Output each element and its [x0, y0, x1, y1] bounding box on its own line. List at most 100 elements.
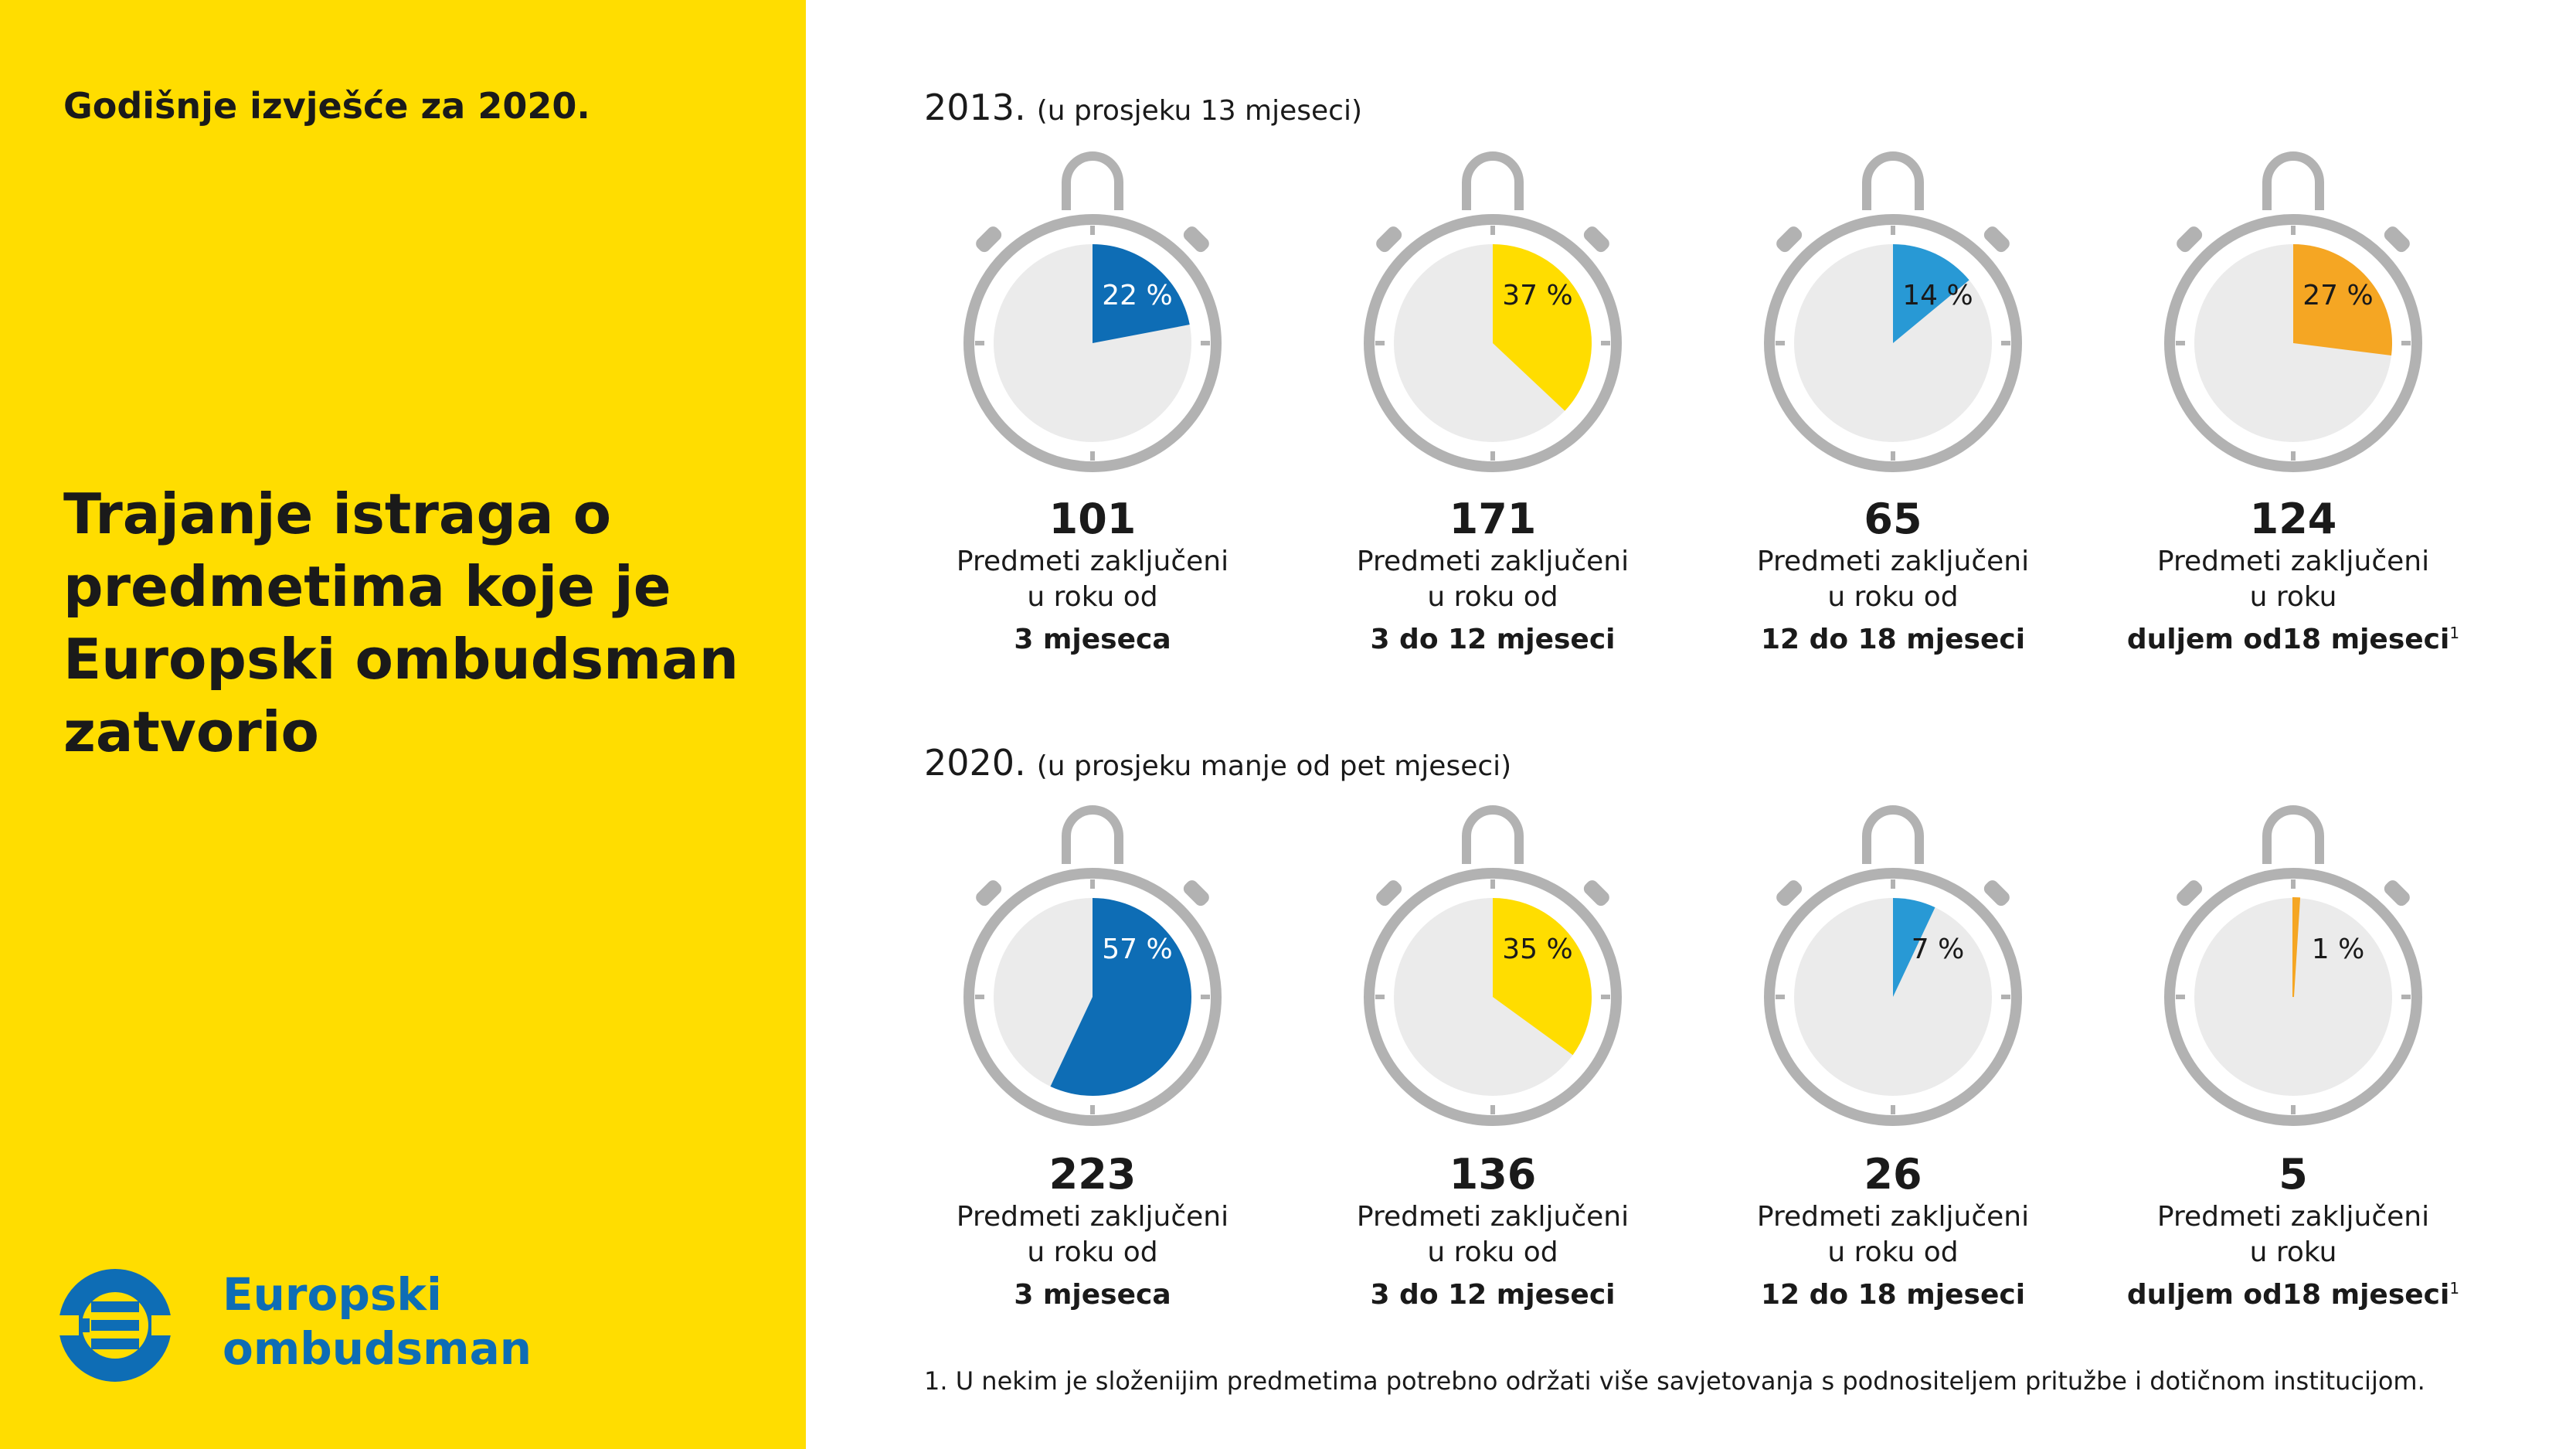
stopwatch-button — [1183, 226, 1209, 253]
stopwatch-button — [1583, 226, 1609, 253]
pct-label: 57 % — [1102, 934, 1172, 965]
stopwatch-dial — [994, 244, 1191, 442]
case-count: 101 — [1048, 495, 1137, 543]
logo-text: Europski ombudsman — [223, 1267, 532, 1376]
case-count: 136 — [1449, 1150, 1537, 1199]
case-count: 223 — [1048, 1150, 1137, 1199]
title-line: zatvorio — [63, 699, 319, 764]
duration-label: 3 do 12 mjeseci — [1292, 615, 1694, 658]
stopwatch-ring — [963, 214, 1222, 472]
panel-caption: 5 Predmeti zaključeni u roku duljem od18 mj… — [2092, 1150, 2494, 1313]
caption-line: Predmeti zaključeni — [1356, 546, 1630, 577]
year-heading-2020: 2020. (u prosjeku manje od pet mjeseci) — [924, 742, 1511, 784]
footnote-mark: 1 — [2449, 624, 2460, 642]
stopwatch-crown — [1862, 151, 1924, 210]
pie-slice — [2293, 244, 2392, 356]
caption-line: Predmeti zaključeni — [956, 1201, 1229, 1233]
average-note: (u prosjeku 13 mjeseci) — [1036, 95, 1363, 127]
pie-slice — [1493, 898, 1592, 1056]
pct-label: 14 % — [1902, 280, 1973, 311]
duration-text: 12 do 18 mjeseci — [1760, 624, 2026, 655]
stopwatch-button — [1983, 226, 2010, 253]
stopwatch-crown — [1062, 151, 1123, 210]
stopwatch-dial — [1394, 244, 1592, 442]
caption-line: Predmeti zaključeni — [2156, 1201, 2430, 1233]
stopwatch-crown — [2262, 805, 2324, 864]
pct-label: 22 % — [1102, 280, 1172, 311]
caption-line: u roku — [2249, 581, 2337, 613]
caption-line: u roku od — [1427, 1236, 1558, 1268]
duration-label: duljem od18 mjeseci1 — [2092, 615, 2494, 658]
stopwatch-dial — [1794, 244, 1992, 442]
stopwatch-crown — [2262, 151, 2324, 210]
stopwatch-button — [1376, 880, 1402, 906]
pct-label: 27 % — [2302, 280, 2373, 311]
panel-caption: 124 Predmeti zaključeni u roku duljem od18 … — [2092, 495, 2494, 658]
year-label: 2013. — [924, 87, 1026, 128]
stopwatch-dial — [1394, 898, 1592, 1096]
case-count: 124 — [2249, 495, 2337, 543]
stopwatch-dial — [2194, 244, 2392, 442]
pct-label: 37 % — [1502, 280, 1572, 311]
caption-line: Predmeti zaključeni — [2156, 546, 2430, 577]
stopwatch-button — [1776, 880, 1803, 906]
stopwatch-dial — [2194, 898, 2392, 1096]
stopwatch-dial — [1794, 898, 1992, 1096]
pie-slice — [1493, 244, 1592, 411]
pct-label: 1 % — [2312, 934, 2365, 965]
report-label: Godišnje izvješće za 2020. — [63, 85, 590, 127]
stopwatch-crown — [1462, 151, 1524, 210]
pct-label: 7 % — [1912, 934, 1965, 965]
title-line: Europski ombudsman — [63, 627, 739, 692]
case-count: 65 — [1864, 495, 1922, 543]
year-label: 2020. — [924, 742, 1026, 784]
duration-label: 12 do 18 mjeseci — [1692, 1270, 2094, 1313]
duration-label: 3 do 12 mjeseci — [1292, 1270, 1694, 1313]
year-heading-2013: 2013. (u prosjeku 13 mjeseci) — [924, 87, 1362, 128]
pie-slice — [2292, 896, 2301, 998]
pie-slice — [1893, 244, 1969, 343]
stopwatch-button — [2384, 880, 2410, 906]
pie-slice — [1093, 244, 1190, 343]
duration-label: 3 mjeseca — [892, 615, 1293, 658]
logo-line: ombudsman — [223, 1322, 532, 1375]
case-count: 5 — [2279, 1150, 2308, 1199]
duration-text: 3 mjeseca — [1014, 624, 1171, 655]
panel-caption: 101 Predmeti zaključeni u roku od 3 mjeseca — [892, 495, 1293, 658]
eu-ombudsman-logo-icon — [57, 1269, 173, 1382]
caption-line: u roku od — [1027, 1236, 1158, 1268]
average-note: (u prosjeku manje od pet mjeseci) — [1036, 750, 1512, 782]
caption-line: Predmeti zaključeni — [1356, 1201, 1630, 1233]
stopwatch-ring — [2164, 214, 2422, 472]
stopwatch-ring — [963, 868, 1222, 1126]
panel-caption: 223 Predmeti zaključeni u roku od 3 mjeseca — [892, 1150, 1293, 1313]
stopwatch-button — [976, 880, 1002, 906]
stopwatch-crown — [1062, 805, 1123, 864]
stopwatch-ring — [2164, 868, 2422, 1126]
pct-label: 35 % — [1502, 934, 1572, 965]
duration-text: duljem od18 mjeseci — [2126, 624, 2450, 655]
stopwatch-ring — [1764, 214, 2022, 472]
stopwatch-button — [1183, 880, 1209, 906]
panel-caption: 136 Predmeti zaključeni u roku od 3 do 12 m… — [1292, 1150, 1694, 1313]
panel-caption: 171 Predmeti zaključeni u roku od 3 do 12 m… — [1292, 495, 1694, 658]
stopwatch-button — [1983, 880, 2010, 906]
footnote: 1. U nekim je složenijim predmetima potr… — [924, 1366, 2425, 1396]
caption-line: u roku od — [1827, 1236, 1959, 1268]
stopwatch-button — [2177, 880, 2203, 906]
stopwatch-button — [1376, 226, 1402, 253]
caption-line: u roku od — [1427, 581, 1558, 613]
duration-text: 3 do 12 mjeseci — [1370, 1279, 1616, 1311]
caption-line: Predmeti zaključeni — [1756, 1201, 2030, 1233]
caption-line: u roku od — [1827, 581, 1959, 613]
case-count: 171 — [1449, 495, 1537, 543]
case-count: 26 — [1864, 1150, 1922, 1199]
stopwatch-button — [2177, 226, 2203, 253]
stopwatch-crown — [1862, 805, 1924, 864]
caption-line: u roku — [2249, 1236, 2337, 1268]
stopwatch-ring — [1764, 868, 2022, 1126]
caption-line: Predmeti zaključeni — [956, 546, 1229, 577]
stopwatch-ring — [1364, 214, 1622, 472]
stopwatch-button — [2384, 226, 2410, 253]
duration-text: 12 do 18 mjeseci — [1760, 1279, 2026, 1311]
